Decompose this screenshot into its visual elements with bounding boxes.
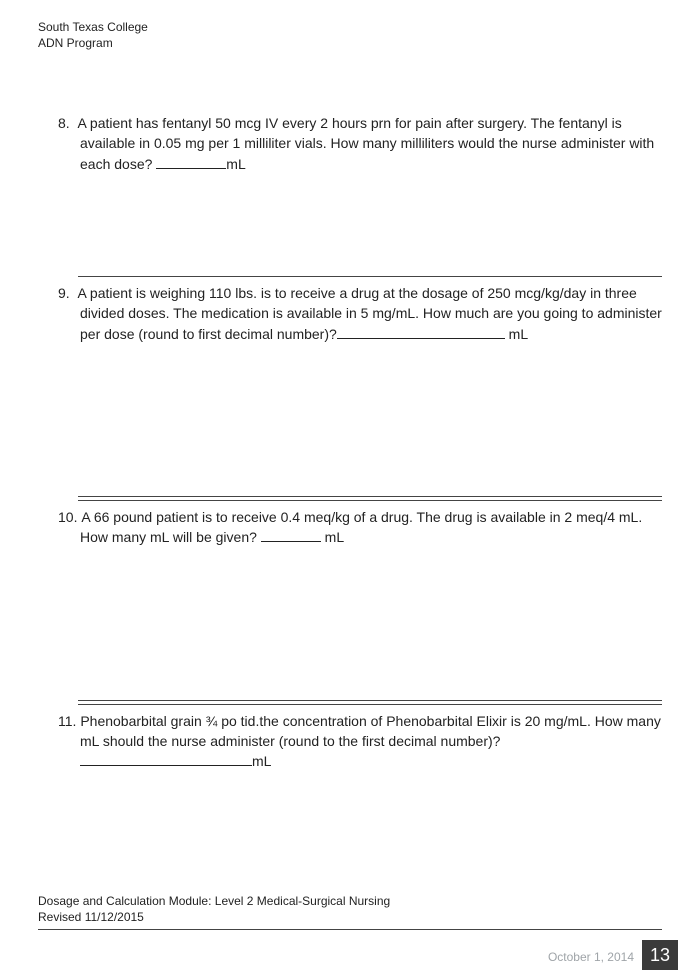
footer-date: October 1, 2014 bbox=[548, 950, 634, 970]
q11-blank bbox=[80, 754, 252, 767]
q10-text: A 66 pound patient is to receive 0.4 meq… bbox=[80, 509, 642, 545]
q9-blank bbox=[337, 326, 505, 339]
page-number-wrap: October 1, 2014 13 bbox=[548, 940, 678, 970]
q9-number: 9. bbox=[58, 285, 70, 301]
q11-unit: mL bbox=[252, 753, 271, 769]
divider-q8 bbox=[78, 276, 662, 277]
rule-line bbox=[78, 496, 662, 497]
header-line-2: ADN Program bbox=[38, 36, 662, 52]
q10-number: 10. bbox=[58, 509, 77, 525]
q11-number: 11. bbox=[58, 713, 76, 729]
q10-unit: mL bbox=[321, 529, 344, 545]
header-line-1: South Texas College bbox=[38, 20, 662, 36]
question-11: 11. Phenobarbital grain ¾ po tid.the con… bbox=[58, 711, 662, 772]
page-header: South Texas College ADN Program bbox=[38, 20, 662, 51]
divider-q9 bbox=[78, 496, 662, 501]
spacer bbox=[38, 556, 662, 694]
rule-line bbox=[78, 276, 662, 277]
q8-unit: mL bbox=[226, 156, 245, 172]
spacer bbox=[38, 352, 662, 490]
rule-line-2 bbox=[78, 500, 662, 501]
question-8: 8. A patient has fentanyl 50 mcg IV ever… bbox=[58, 113, 662, 174]
page-number: 13 bbox=[642, 940, 678, 970]
spacer bbox=[38, 182, 662, 270]
footer-line-1: Dosage and Calculation Module: Level 2 M… bbox=[38, 893, 662, 909]
rule-line-2 bbox=[78, 704, 662, 705]
footer-rule bbox=[38, 929, 662, 930]
q8-number: 8. bbox=[58, 115, 70, 131]
q11-text: Phenobarbital grain ¾ po tid.the concent… bbox=[80, 713, 661, 749]
rule-line bbox=[78, 700, 662, 701]
divider-q10 bbox=[78, 700, 662, 705]
page-footer: Dosage and Calculation Module: Level 2 M… bbox=[38, 893, 662, 930]
q9-unit: mL bbox=[505, 326, 528, 342]
q10-blank bbox=[261, 530, 321, 543]
question-10: 10. A 66 pound patient is to receive 0.4… bbox=[58, 507, 662, 548]
footer-line-2: Revised 11/12/2015 bbox=[38, 909, 662, 925]
q8-blank bbox=[156, 156, 226, 169]
question-9: 9. A patient is weighing 110 lbs. is to … bbox=[58, 283, 662, 344]
